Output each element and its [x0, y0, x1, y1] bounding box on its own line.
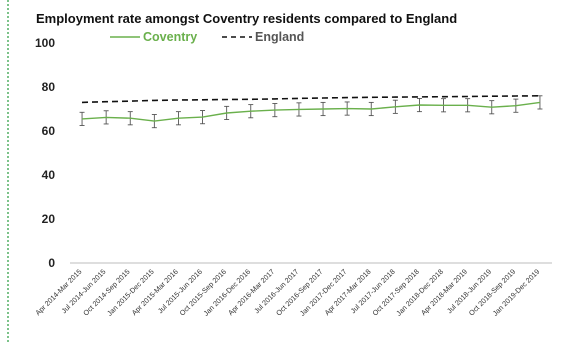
series-line-coventry: [81, 101, 541, 122]
legend: Coventry England: [110, 30, 304, 44]
legend-england-label: England: [255, 30, 304, 44]
left-dotted-rule: [7, 0, 9, 342]
y-tick-label: 40: [42, 168, 56, 182]
y-tick-label: 80: [42, 80, 56, 94]
y-tick-label: 60: [42, 124, 56, 138]
y-tick-label: 20: [42, 212, 56, 226]
chart-title: Employment rate amongst Coventry residen…: [36, 11, 457, 26]
legend-coventry-label: Coventry: [143, 30, 197, 44]
y-tick-label: 100: [35, 36, 55, 50]
y-tick-label: 0: [48, 256, 55, 270]
series-line-england: [81, 95, 541, 104]
series-layer: [81, 95, 541, 122]
error-bars: [79, 95, 543, 129]
y-axis: 0 20 40 60 80 100: [35, 36, 55, 270]
